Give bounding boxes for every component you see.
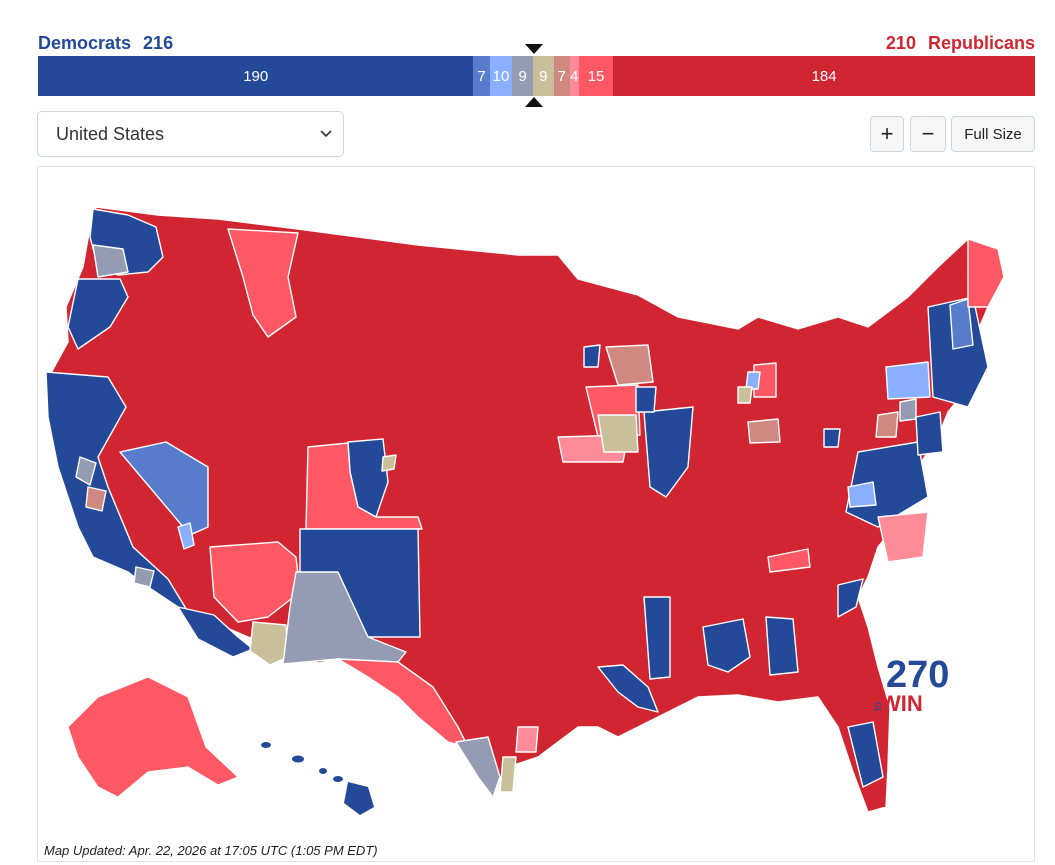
louisiana-dem-district — [597, 664, 659, 713]
bar-segment-toss-up: 9 — [533, 56, 554, 96]
republicans-label: Republicans — [927, 33, 1035, 53]
new-york-lean-dem-district — [885, 361, 931, 400]
region-select-value: United States — [56, 124, 165, 144]
minnesota-dem-district — [583, 344, 601, 368]
270towin-logo: 270 to WIN — [872, 654, 949, 716]
democrats-label: Democrats — [38, 33, 132, 53]
washington-tilt-district — [92, 244, 129, 278]
chevron-down-icon — [320, 130, 332, 138]
iowa-toss-up-district — [597, 414, 639, 453]
bar-segment-lean-rep: 4 — [569, 56, 579, 96]
seat-distribution-bar: 190 7 10 9 9 7 4 15 184 — [38, 56, 1035, 96]
florida-dem-district — [847, 721, 884, 788]
south-carolina-dem-district — [837, 578, 864, 618]
california-tilt-district — [75, 456, 97, 486]
virginia-lean-dem-district — [847, 481, 877, 508]
bar-segment-lean-dem: 10 — [489, 56, 513, 96]
nevada-likely-dem-district — [119, 441, 209, 536]
democrats-seat-count: 216 — [143, 33, 174, 53]
new-england-dem-district — [927, 296, 989, 408]
pennsylvania-tilt-rep-district — [875, 411, 899, 438]
ohio-dem-district — [823, 428, 841, 448]
california-tilt-rep-district — [85, 486, 107, 512]
nevada-lean-dem-district — [177, 522, 195, 550]
michigan-toss-up-district — [737, 386, 753, 404]
republicans-seat-count: 210 — [885, 33, 916, 53]
new-hampshire-likely-dem-district — [949, 298, 974, 350]
montana-likely-rep-district — [227, 228, 299, 338]
map-frame: 270 to WIN Map Updated: Apr. 22, 2026 at… — [37, 166, 1035, 862]
arizona-toss-up-district — [249, 621, 289, 666]
bar-segment-tilt-rep: 7 — [553, 56, 570, 96]
region-select[interactable]: United States — [37, 111, 344, 157]
wisconsin-tilt-rep-district — [605, 344, 654, 386]
alabama-dem-district — [702, 618, 751, 673]
bar-segment-likely-dem: 7 — [473, 56, 490, 96]
logo-win-text: WIN — [880, 691, 923, 716]
michigan-lean-dem-district — [745, 371, 761, 390]
us-house-map[interactable]: 270 to WIN — [38, 167, 1035, 862]
illinois-dem-district — [643, 406, 694, 498]
ohio-tilt-rep-district — [747, 418, 781, 444]
bar-segment-tilt-dem: 9 — [512, 56, 534, 96]
arizona-likely-rep-district — [209, 541, 301, 623]
alaska-district — [67, 676, 240, 798]
pennsylvania-tilt-district — [899, 398, 917, 422]
southern-california-tilt-district — [133, 566, 155, 588]
totals-header: Democrats 216 210 Republicans — [38, 31, 1035, 55]
kentucky-likely-rep-district — [767, 548, 811, 573]
full-size-button[interactable]: Full Size — [951, 116, 1035, 152]
texas-lean-rep-district — [515, 726, 539, 753]
georgia-dem-district — [765, 616, 799, 676]
logo-to-text: to — [872, 702, 884, 711]
texas-tilt-district — [455, 736, 501, 798]
mississippi-dem-district — [643, 596, 671, 680]
maine-likely-rep-district — [967, 238, 1005, 308]
zoom-out-button[interactable]: − — [910, 116, 946, 152]
map-updated-text: Map Updated: Apr. 22, 2026 at 17:05 UTC … — [44, 843, 378, 858]
bar-segment-safe-dem: 190 — [38, 56, 474, 96]
bar-segment-safe-rep: 184 — [613, 56, 1035, 96]
republicans-total: 210 Republicans — [886, 31, 1035, 55]
wisconsin-dem-district — [635, 386, 657, 413]
hawaii-districts — [261, 742, 374, 815]
north-carolina-lean-rep-district — [877, 511, 929, 563]
texas-toss-up-district — [499, 756, 517, 793]
colorado-toss-up-district — [381, 454, 397, 472]
bar-segment-likely-rep: 15 — [578, 56, 614, 96]
zoom-in-button[interactable]: + — [870, 116, 904, 152]
majority-marker-bottom-icon — [525, 97, 543, 107]
majority-marker-top-icon — [525, 44, 543, 54]
logo-270-text: 270 — [886, 654, 949, 696]
oregon-dem-district — [67, 278, 129, 350]
new-jersey-dem-district — [915, 411, 944, 456]
democrats-total: Democrats 216 — [38, 31, 173, 55]
